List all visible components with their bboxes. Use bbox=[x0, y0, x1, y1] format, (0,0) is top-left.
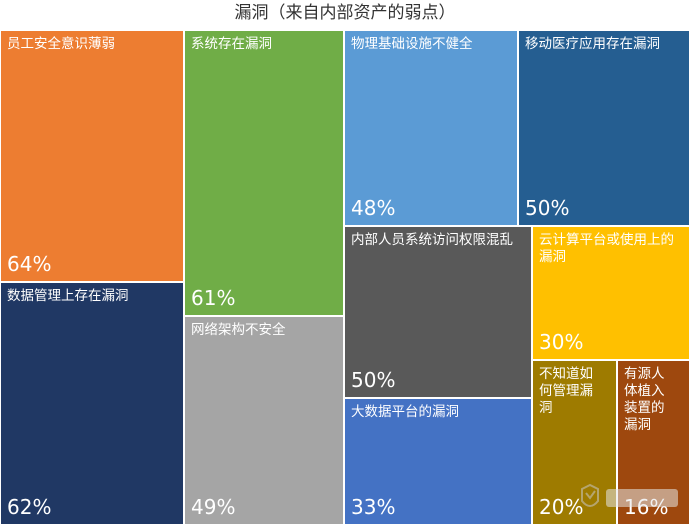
treemap-tile: 内部人员系统访问权限混乱 50% bbox=[344, 226, 532, 398]
tile-label: 内部人员系统访问权限混乱 bbox=[351, 232, 513, 248]
treemap: 员工安全意识薄弱 64% 数据管理上存在漏洞 62% 系统存在漏洞 61% 网络架构不安全 4… bbox=[0, 30, 690, 525]
tile-label: 数据管理上存在漏洞 bbox=[7, 288, 129, 304]
treemap-tile: 员工安全意识薄弱 64% bbox=[0, 30, 184, 282]
tile-value: 50% bbox=[351, 368, 396, 392]
treemap-tile: 不知道如何管理漏洞 20% bbox=[532, 360, 617, 525]
tile-label: 有源人体植入装置的漏洞 bbox=[624, 366, 665, 433]
tile-value: 49% bbox=[191, 495, 236, 519]
treemap-tile: 云计算平台或使用上的漏洞 30% bbox=[532, 226, 690, 360]
tile-value: 16% bbox=[624, 495, 669, 519]
tile-label: 云计算平台或使用上的漏洞 bbox=[539, 232, 674, 265]
tile-value: 64% bbox=[7, 252, 52, 276]
tile-value: 20% bbox=[539, 495, 584, 519]
treemap-tile: 大数据平台的漏洞 33% bbox=[344, 398, 532, 525]
tile-label: 网络架构不安全 bbox=[191, 322, 286, 338]
tile-label: 物理基础设施不健全 bbox=[351, 36, 473, 52]
treemap-tile: 移动医疗应用存在漏洞 50% bbox=[518, 30, 690, 226]
tile-label: 大数据平台的漏洞 bbox=[351, 404, 459, 420]
treemap-tile: 物理基础设施不健全 48% bbox=[344, 30, 518, 226]
tile-label: 系统存在漏洞 bbox=[191, 36, 272, 52]
treemap-tile: 有源人体植入装置的漏洞 16% bbox=[617, 360, 690, 525]
chart-title: 漏洞（来自内部资产的弱点） bbox=[234, 3, 456, 23]
tile-value: 62% bbox=[7, 495, 52, 519]
tile-value: 33% bbox=[351, 495, 396, 519]
tile-value: 50% bbox=[525, 196, 570, 220]
treemap-tile: 网络架构不安全 49% bbox=[184, 316, 344, 525]
tile-value: 48% bbox=[351, 196, 396, 220]
tile-label: 不知道如何管理漏洞 bbox=[539, 366, 593, 416]
treemap-tile: 系统存在漏洞 61% bbox=[184, 30, 344, 316]
tile-label: 员工安全意识薄弱 bbox=[7, 36, 115, 52]
tile-label: 移动医疗应用存在漏洞 bbox=[525, 36, 660, 52]
treemap-tile: 数据管理上存在漏洞 62% bbox=[0, 282, 184, 525]
tile-value: 61% bbox=[191, 286, 236, 310]
tile-value: 30% bbox=[539, 330, 584, 354]
